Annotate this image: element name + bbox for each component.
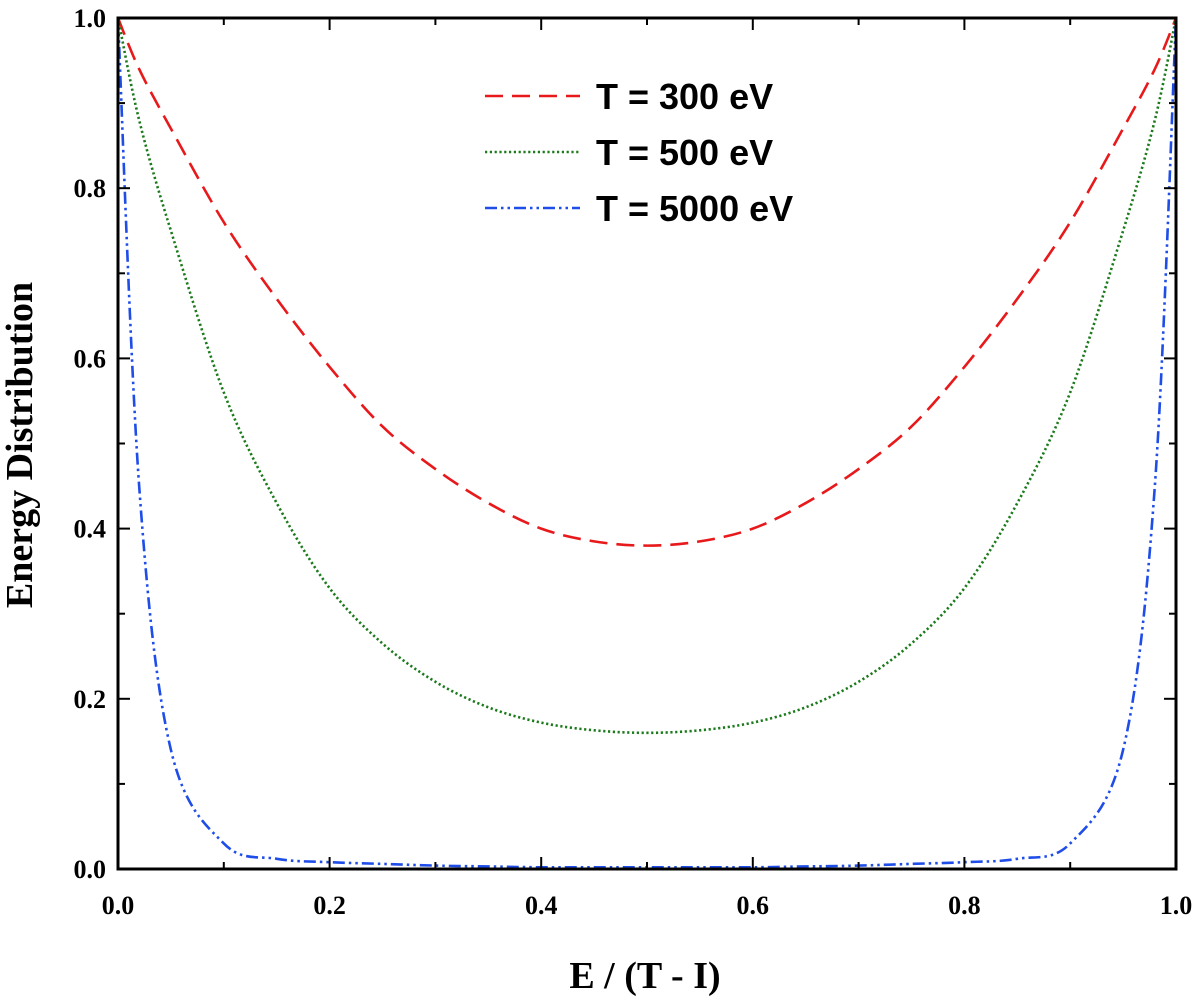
- plot-frame: [116, 16, 1178, 871]
- y-tick-label: 0.8: [74, 174, 107, 203]
- x-tick-label: 0.8: [948, 891, 981, 920]
- x-axis-title: E / (T - I): [569, 955, 720, 997]
- x-tick-label: 0.4: [525, 891, 558, 920]
- y-axis-ticks: 0.0 0.2 0.4 0.6 0.8 1.0: [74, 4, 1176, 884]
- series-line-2: [116, 17, 1178, 735]
- x-tick-label: 0.2: [313, 891, 346, 920]
- legend-label-1: T = 300 eV: [596, 76, 773, 117]
- y-tick-label: 0.2: [74, 685, 107, 714]
- y-tick-label: 0.4: [74, 515, 107, 544]
- x-tick-label: 0.0: [102, 891, 135, 920]
- x-tick-label: 1.0: [1160, 891, 1193, 920]
- y-tick-label: 0.0: [74, 855, 107, 884]
- legend-label-3: T = 5000 eV: [596, 188, 793, 229]
- y-axis-title: Energy Distribution: [0, 282, 41, 608]
- series-line-1: [116, 17, 1178, 547]
- x-tick-label: 0.6: [737, 891, 770, 920]
- legend: T = 300 eV T = 500 eV T = 5000 eV: [485, 76, 793, 229]
- legend-label-2: T = 500 eV: [596, 132, 773, 173]
- x-axis-ticks: 0.0 0.2 0.4 0.6 0.8 1.0: [102, 18, 1193, 920]
- y-tick-label: 0.6: [74, 344, 107, 373]
- y-tick-label: 1.0: [74, 4, 107, 33]
